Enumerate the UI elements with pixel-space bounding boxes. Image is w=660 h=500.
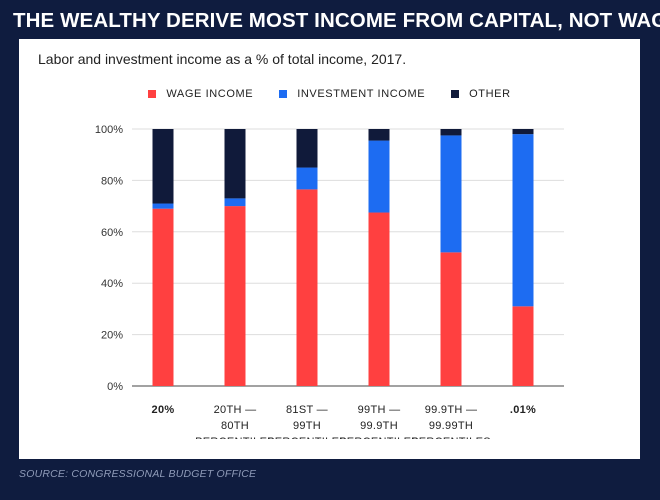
legend-item-other: OTHER: [451, 88, 511, 100]
chart-subtitle: Labor and investment income as a % of to…: [38, 51, 407, 67]
bar-segment-wage: [224, 206, 246, 386]
y-tick-label: 40%: [101, 278, 123, 290]
bar-segment-other: [296, 129, 318, 168]
y-tick-label: 60%: [101, 227, 123, 239]
x-tick-label: 99.9TH —: [425, 404, 478, 416]
legend-swatch-other: [451, 90, 460, 98]
chart-panel: Labor and investment income as a % of to…: [19, 39, 640, 459]
bar-segment-investment: [440, 135, 462, 253]
x-tick-label: 80TH: [221, 420, 249, 432]
legend-swatch-wage: [148, 90, 157, 98]
x-tick-label: PERCENTILES: [267, 436, 347, 439]
legend-label-other: OTHER: [469, 88, 511, 100]
bar-segment-other: [152, 129, 174, 204]
x-tick-label: .01%: [510, 404, 536, 416]
legend-item-wage: WAGE INCOME: [148, 88, 253, 100]
x-tick-label: PERCENTILES: [195, 436, 275, 439]
stacked-bar-chart: 0% 20% 40% 60% 80% 100% 20% 20TH — 80TH PERCENTIL…: [95, 124, 564, 439]
legend-label-investment: INVESTMENT INCOME: [297, 88, 426, 100]
bar-segment-wage: [440, 252, 462, 386]
x-tick-label: 20%: [152, 404, 175, 416]
x-tick-label: PERCENTILES: [339, 436, 419, 439]
legend-label-wage: WAGE INCOME: [166, 88, 254, 100]
x-tick-label: 99.9TH: [360, 420, 398, 432]
source-note: SOURCE: CONGRESSIONAL BUDGET OFFICE: [19, 468, 257, 480]
y-tick-label: 100%: [95, 124, 123, 136]
bar-segment-other: [224, 129, 246, 199]
y-tick-label: 20%: [101, 330, 123, 342]
legend-swatch-investment: [279, 90, 288, 98]
bar-segment-wage: [152, 208, 174, 386]
chart-title: THE WEALTHY DERIVE MOST INCOME FROM CAPI…: [13, 9, 660, 32]
x-tick-label: 20TH —: [214, 404, 257, 416]
bar-segment-investment: [368, 140, 390, 213]
y-tick-label: 0%: [107, 381, 123, 393]
bar-segment-other: [440, 129, 462, 136]
bar-segment-wage: [512, 306, 534, 386]
x-tick-label: 81ST —: [286, 404, 328, 416]
x-tick-label: 99TH —: [358, 404, 401, 416]
x-tick-label: PERCENTILES: [411, 436, 491, 439]
bar-segment-investment: [224, 198, 246, 207]
bar-segment-wage: [296, 189, 318, 386]
x-tick-label: 99.99TH: [429, 420, 473, 432]
legend-item-investment: INVESTMENT INCOME: [279, 88, 425, 100]
bar-segment-investment: [512, 134, 534, 307]
legend: WAGE INCOME INVESTMENT INCOME OTHER: [19, 88, 640, 100]
bar-segment-investment: [296, 167, 318, 190]
bar-segment-wage: [368, 212, 390, 386]
x-tick-label: 99TH: [293, 420, 321, 432]
y-tick-label: 80%: [101, 175, 123, 187]
bar-segment-investment: [152, 203, 174, 209]
bar-segment-other: [368, 129, 390, 141]
bar-segment-other: [512, 129, 534, 135]
